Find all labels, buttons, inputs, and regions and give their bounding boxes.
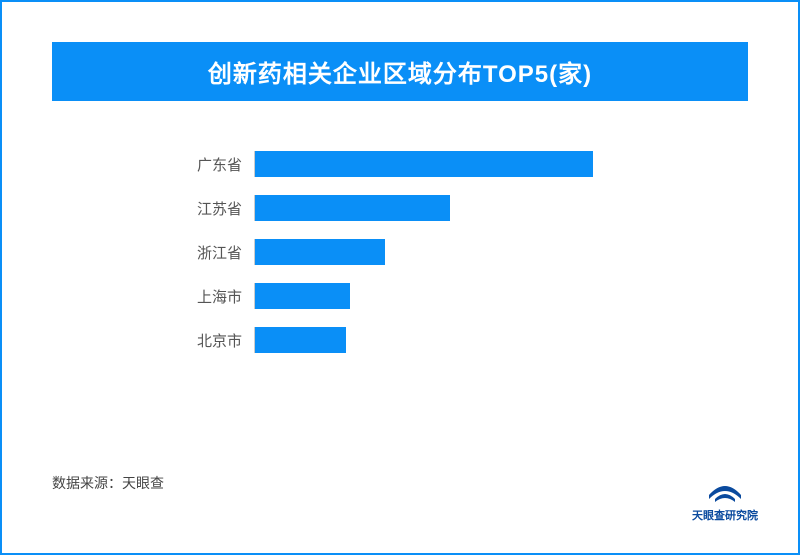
bar-track	[254, 239, 688, 265]
bar	[255, 283, 350, 309]
chart-title: 创新药相关企业区域分布TOP5(家)	[52, 54, 748, 89]
bar-label: 上海市	[172, 286, 242, 307]
source-value: 天眼查	[122, 475, 164, 491]
bar-label: 浙江省	[172, 242, 242, 263]
bar-row: 广东省	[172, 151, 688, 177]
bar-track	[254, 195, 688, 221]
bar-label: 江苏省	[172, 198, 242, 219]
bar-track	[254, 151, 688, 177]
source-label: 数据来源：	[52, 475, 122, 491]
bar-row: 浙江省	[172, 239, 688, 265]
chart-area: 广东省江苏省浙江省上海市北京市	[52, 151, 748, 353]
chart-container: 创新药相关企业区域分布TOP5(家) 广东省江苏省浙江省上海市北京市 数据来源：…	[0, 0, 800, 555]
title-bar: 创新药相关企业区域分布TOP5(家)	[52, 42, 748, 101]
bar-track	[254, 327, 688, 353]
bar-row: 江苏省	[172, 195, 688, 221]
bar	[255, 151, 593, 177]
bar	[255, 239, 385, 265]
bar-label: 北京市	[172, 330, 242, 351]
bar-label: 广东省	[172, 154, 242, 175]
bar	[255, 327, 346, 353]
bar-row: 上海市	[172, 283, 688, 309]
logo-text: 天眼查研究院	[692, 507, 758, 523]
data-source: 数据来源：天眼查	[52, 473, 164, 493]
bar-row: 北京市	[172, 327, 688, 353]
bar-track	[254, 283, 688, 309]
logo-icon	[707, 475, 743, 503]
bar	[255, 195, 450, 221]
logo-area: 天眼查研究院	[692, 475, 758, 523]
